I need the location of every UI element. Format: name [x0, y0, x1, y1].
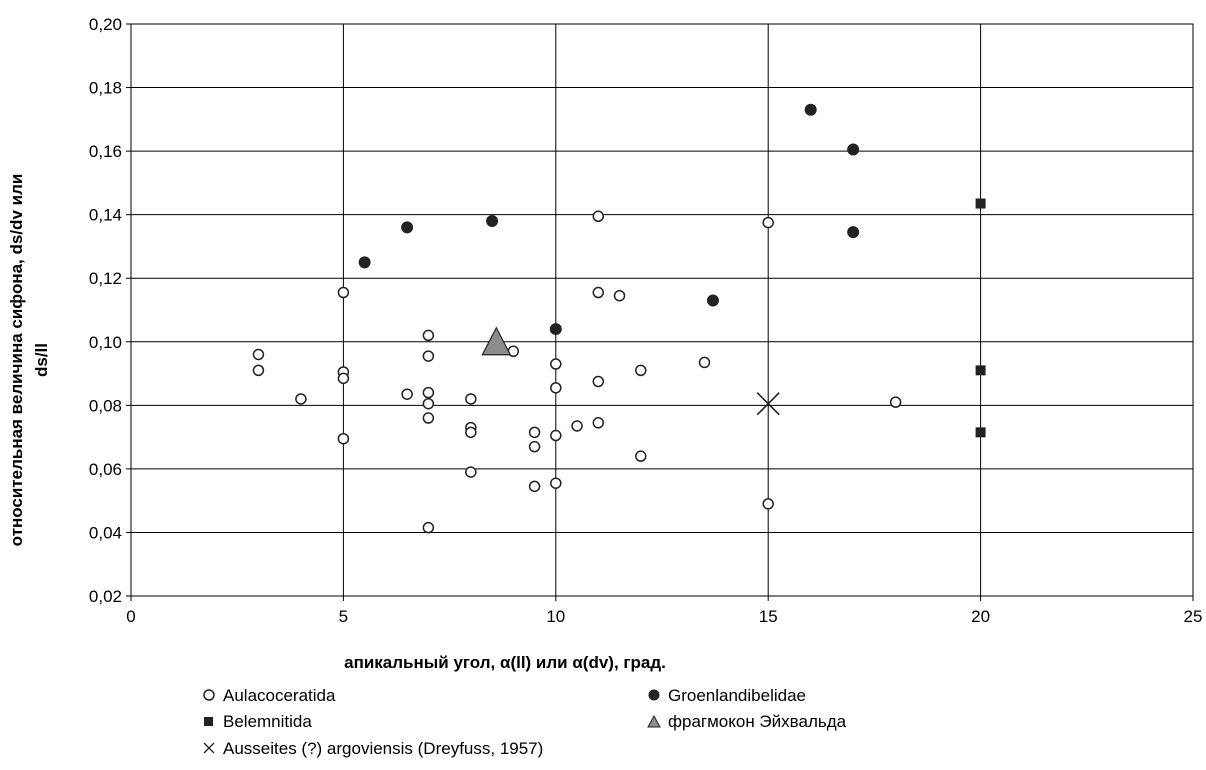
data-points — [252, 103, 986, 534]
data-point-aulacoceratida — [550, 477, 562, 489]
data-point-aulacoceratida — [422, 350, 435, 362]
x-tick-label: 0 — [126, 607, 135, 626]
data-point-aulacoceratida — [698, 356, 711, 369]
y-tick-label: 0,18 — [89, 79, 122, 98]
data-point-aulacoceratida — [422, 329, 435, 342]
data-point-groenlandibelidae — [706, 294, 719, 307]
x-tick-label: 15 — [759, 607, 778, 626]
data-point-groenlandibelidae — [401, 221, 414, 234]
data-point-groenlandibelidae — [847, 226, 860, 239]
data-point-groenlandibelidae — [847, 143, 860, 156]
legend-item-ausseites: Ausseites (?) argoviensis (Dreyfuss, 195… — [203, 739, 543, 758]
y-tick-label: 0,10 — [89, 333, 122, 352]
data-point-aulacoceratida — [550, 429, 562, 442]
data-point-groenlandibelidae — [358, 256, 371, 269]
data-point-aulacoceratida — [889, 396, 902, 408]
legend-item-belemnitida: Belemnitida — [204, 712, 312, 731]
data-point-aulacoceratida — [592, 286, 605, 299]
legend-marker-triangle — [647, 714, 661, 728]
data-point-aulacoceratida — [613, 289, 626, 302]
data-point-aulacoceratida — [528, 426, 541, 439]
y-tick-label: 0,12 — [89, 269, 122, 288]
legend-label-belemnitida: Belemnitida — [223, 712, 312, 731]
legend-label-eichwald-phragmocone: фрагмокон Эйхвальда — [668, 712, 847, 731]
data-point-aulacoceratida — [762, 216, 774, 229]
data-point-aulacoceratida — [550, 382, 562, 394]
data-point-aulacoceratida — [401, 388, 413, 400]
legend-item-eichwald-phragmocone: фрагмокон Эйхвальда — [647, 712, 847, 731]
y-axis-ticks: 0,02 0,04 0,06 0,08 0,10 0,12 0,14 0,16 0,18 0,20 — [89, 15, 131, 606]
legend-item-aulacoceratida: Aulacoceratida — [203, 686, 336, 705]
x-axis-title: апикальный угол, α(ll) или α(dv), град. — [344, 653, 666, 672]
data-point-ausseites — [756, 392, 780, 416]
data-point-aulacoceratida — [592, 417, 605, 429]
x-tick-label: 20 — [971, 607, 990, 626]
legend-label-groenlandibelidae: Groenlandibelidae — [668, 686, 806, 705]
y-axis-title-line-2: ds/ll — [32, 343, 51, 377]
data-point-aulacoceratida — [465, 393, 477, 405]
x-tick-label: 10 — [546, 607, 565, 626]
data-point-aulacoceratida — [762, 498, 774, 510]
plot-area-frame — [130, 23, 1194, 597]
data-point-aulacoceratida — [465, 426, 477, 439]
data-point-aulacoceratida — [528, 480, 541, 493]
data-point-aulacoceratida — [465, 466, 477, 478]
data-point-aulacoceratida — [635, 364, 647, 377]
data-point-aulacoceratida — [550, 358, 562, 370]
x-tick-label: 5 — [339, 607, 348, 626]
y-axis-title: относительная величина сифона, ds/dv или… — [7, 174, 51, 547]
data-point-aulacoceratida — [337, 432, 350, 445]
data-point-aulacoceratida — [252, 364, 265, 377]
y-tick-label: 0,16 — [89, 142, 122, 161]
legend-marker-filled-square — [204, 717, 213, 726]
data-point-aulacoceratida — [571, 420, 583, 432]
data-point-aulacoceratida — [252, 348, 265, 361]
data-point-eichwald-phragmocone — [481, 326, 512, 356]
x-tick-label: 25 — [1184, 607, 1203, 626]
legend: Aulacoceratida Groenlandibelidae Belemni… — [203, 686, 847, 758]
data-point-groenlandibelidae — [549, 323, 562, 336]
legend-label-ausseites: Ausseites (?) argoviensis (Dreyfuss, 195… — [223, 739, 543, 758]
data-point-aulacoceratida — [422, 521, 435, 534]
data-point-aulacoceratida — [295, 393, 307, 405]
data-point-aulacoceratida — [337, 286, 350, 299]
data-point-belemnitida — [975, 365, 986, 376]
legend-label-aulacoceratida: Aulacoceratida — [223, 686, 336, 705]
data-point-groenlandibelidae — [486, 215, 499, 228]
y-axis-title-line-1: относительная величина сифона, ds/dv или — [7, 174, 26, 547]
data-point-aulacoceratida — [422, 412, 435, 424]
data-point-aulacoceratida — [635, 450, 647, 462]
data-point-aulacoceratida — [592, 210, 605, 223]
y-tick-label: 0,02 — [89, 587, 122, 606]
y-tick-label: 0,14 — [89, 206, 122, 225]
data-point-belemnitida — [975, 427, 986, 438]
legend-marker-cross — [203, 742, 215, 754]
y-tick-label: 0,04 — [89, 523, 122, 542]
data-point-aulacoceratida — [528, 440, 541, 453]
data-point-aulacoceratida — [422, 386, 435, 399]
y-tick-label: 0,06 — [89, 460, 122, 479]
data-point-aulacoceratida — [337, 372, 350, 385]
grid-lines — [130, 23, 1194, 597]
legend-marker-filled-circle — [648, 689, 660, 701]
data-point-groenlandibelidae — [804, 103, 817, 116]
data-point-aulacoceratida — [592, 375, 605, 388]
data-point-belemnitida — [975, 198, 986, 209]
x-axis-ticks: 0 5 10 15 20 25 — [126, 596, 1202, 626]
y-tick-label: 0,20 — [89, 15, 122, 34]
data-point-aulacoceratida — [422, 397, 435, 410]
legend-marker-open-circle — [203, 689, 215, 701]
legend-item-groenlandibelidae: Groenlandibelidae — [648, 686, 806, 705]
y-tick-label: 0,08 — [89, 396, 122, 415]
